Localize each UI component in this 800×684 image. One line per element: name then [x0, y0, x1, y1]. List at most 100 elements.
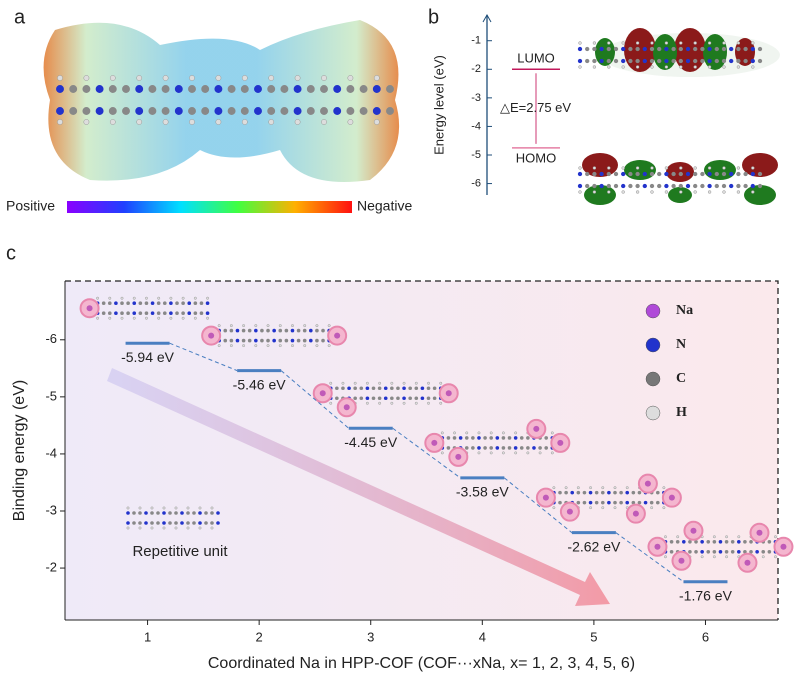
atom — [169, 301, 173, 306]
atom — [161, 85, 170, 93]
atom — [242, 344, 246, 348]
atom — [749, 549, 753, 554]
atom — [729, 58, 734, 64]
atom — [187, 301, 192, 306]
atom — [544, 436, 549, 440]
atom — [671, 58, 676, 64]
atom — [109, 75, 116, 81]
molecules — [79, 41, 794, 573]
atom — [390, 386, 394, 391]
atom — [174, 521, 178, 525]
atom — [378, 401, 382, 405]
atom — [291, 324, 294, 328]
atom — [320, 107, 328, 115]
atom — [278, 344, 282, 348]
atom — [346, 107, 355, 115]
potential-surface — [43, 20, 400, 182]
atom — [426, 396, 431, 401]
atom — [564, 490, 568, 495]
atom — [290, 328, 295, 333]
atom — [227, 107, 236, 115]
atom — [174, 511, 178, 515]
atom — [138, 311, 143, 316]
atom — [174, 526, 178, 530]
atom — [635, 46, 640, 52]
atom — [204, 511, 208, 515]
atom — [635, 65, 640, 69]
atom — [599, 58, 604, 64]
atom — [242, 324, 246, 328]
atom — [144, 301, 149, 306]
atom — [396, 396, 400, 401]
atom — [56, 107, 64, 115]
connector — [280, 370, 350, 429]
na-atom — [319, 390, 326, 397]
atom — [613, 46, 619, 52]
level-label: LUMO — [517, 51, 555, 66]
atom — [122, 85, 130, 93]
atom — [621, 166, 625, 170]
atom — [341, 386, 345, 391]
atom — [606, 171, 611, 177]
atom — [483, 436, 487, 440]
atom — [199, 311, 204, 316]
atom — [607, 500, 611, 505]
atom — [650, 190, 654, 194]
orbital-lumo — [595, 28, 780, 77]
atom — [95, 107, 104, 115]
atom — [761, 549, 766, 554]
atom — [378, 381, 382, 385]
atom — [712, 549, 717, 554]
atom — [383, 386, 388, 391]
atom — [676, 535, 680, 539]
atom — [585, 58, 590, 64]
atom — [144, 521, 148, 525]
atom — [725, 555, 729, 559]
atom — [188, 107, 196, 115]
atom — [96, 316, 100, 320]
atom — [635, 190, 640, 194]
atom — [507, 436, 512, 440]
atom — [592, 183, 597, 189]
atom — [685, 183, 691, 189]
atom — [181, 311, 185, 316]
atom — [215, 75, 222, 81]
atom — [175, 311, 179, 316]
atom — [501, 451, 505, 455]
atom — [526, 446, 530, 450]
atom — [600, 500, 605, 505]
atom — [235, 338, 240, 343]
atom — [477, 436, 481, 440]
atom — [214, 107, 223, 115]
atom — [642, 183, 647, 189]
atom — [162, 511, 166, 515]
atom — [321, 75, 327, 81]
atom — [757, 183, 763, 189]
atom — [489, 436, 494, 440]
atom — [550, 431, 554, 435]
atom — [558, 500, 562, 505]
atom — [126, 511, 130, 515]
atom — [396, 386, 400, 391]
colorbar-label: Negative — [357, 198, 412, 214]
atom — [101, 311, 106, 316]
atom — [254, 344, 258, 348]
atom — [303, 324, 307, 328]
atom — [757, 171, 763, 177]
atom — [613, 171, 619, 177]
y-axis-label: Energy level (eV) — [431, 55, 446, 155]
y-tick-label: -1 — [471, 35, 481, 47]
atom — [294, 119, 301, 125]
na-atom — [533, 425, 540, 432]
na-atom — [780, 543, 787, 550]
atom — [495, 446, 500, 450]
atom — [712, 539, 717, 544]
atom — [458, 436, 463, 440]
atom — [706, 539, 711, 544]
atom — [135, 85, 144, 93]
atom — [576, 486, 580, 490]
atom — [664, 171, 669, 177]
atom — [767, 539, 772, 544]
atom — [519, 446, 524, 450]
connector — [169, 342, 238, 372]
